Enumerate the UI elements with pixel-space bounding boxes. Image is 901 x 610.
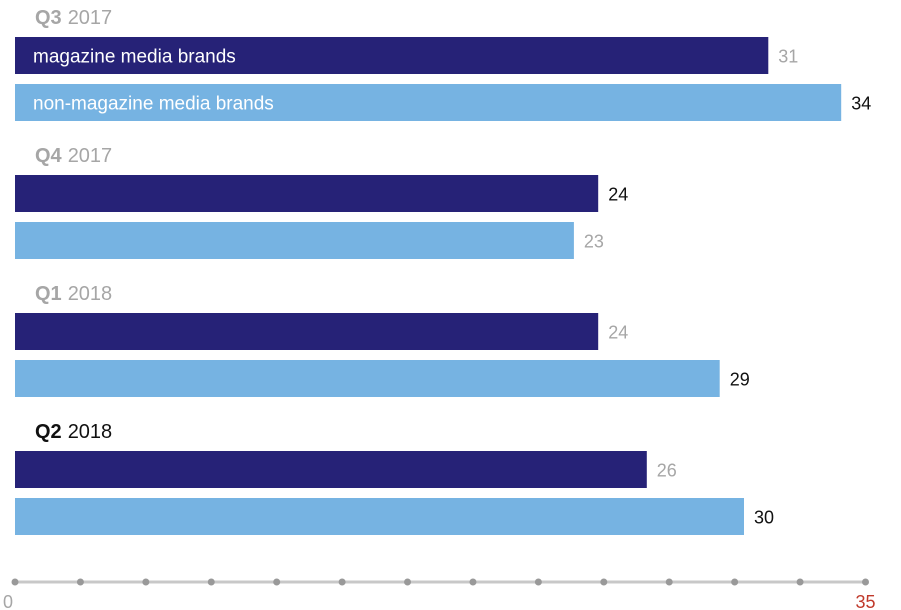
axis-tick-dot (76, 578, 84, 586)
value-label: 23 (584, 232, 604, 252)
axis-tick-dot (665, 578, 673, 586)
series-label: non-magazine media brands (33, 94, 274, 115)
group-year: 2017 (68, 145, 113, 167)
series-label: magazine media brands (33, 47, 236, 68)
group-quarter: Q4 (35, 145, 63, 167)
x-axis-min-label: 0 (3, 592, 13, 610)
axis-tick-dot (600, 578, 608, 586)
bar (15, 498, 744, 535)
axis-tick-dot (534, 578, 542, 586)
group-year: 2018 (68, 421, 113, 443)
axis-tick-dot (207, 578, 215, 586)
group-label: Q1 2018 (35, 283, 112, 305)
value-label: 31 (778, 47, 798, 67)
value-label: 29 (730, 370, 750, 390)
axis-tick-dot (796, 578, 804, 586)
group-quarter: Q2 (35, 421, 62, 443)
bar (15, 451, 647, 488)
value-label: 24 (608, 323, 628, 343)
group-quarter: Q3 (35, 7, 62, 29)
bar (15, 84, 842, 121)
bar (15, 175, 599, 212)
group-label: Q4 2017 (35, 145, 112, 167)
value-label: 24 (608, 185, 628, 205)
group-year: 2018 (68, 283, 113, 305)
axis-tick-dot (142, 578, 150, 586)
x-axis-max-label: 35 (855, 592, 875, 610)
group-label: Q2 2018 (35, 421, 112, 443)
group-label: Q3 2017 (35, 7, 112, 29)
value-label: 26 (657, 461, 677, 481)
bar (15, 360, 720, 397)
axis-tick-dot (338, 578, 346, 586)
axis-tick-dot (273, 578, 281, 586)
bar (15, 313, 599, 350)
value-label: 34 (851, 94, 871, 114)
group-quarter: Q1 (35, 283, 62, 305)
bar (15, 37, 769, 74)
axis-tick-dot (11, 578, 19, 586)
axis-tick-dot (731, 578, 739, 586)
bar (15, 222, 574, 259)
value-label: 30 (754, 508, 774, 528)
group-year: 2017 (68, 7, 113, 29)
axis-tick-dot (862, 578, 869, 586)
axis-tick-dot (404, 578, 412, 586)
axis-tick-dot (469, 578, 477, 586)
